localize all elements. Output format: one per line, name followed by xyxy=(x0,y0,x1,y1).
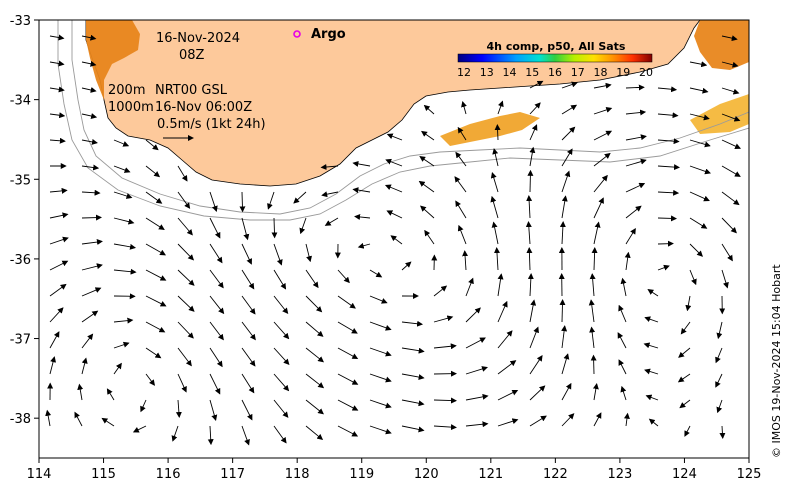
x-tick-label: 116 xyxy=(156,467,181,482)
y-tick-label: -38 xyxy=(10,412,31,427)
current-vector-arrow xyxy=(274,218,275,237)
y-tick-label: -35 xyxy=(10,173,31,188)
colorbar-title: 4h comp, p50, All Sats xyxy=(487,40,626,53)
product-time-label: 16-Nov 06:00Z xyxy=(155,100,252,115)
x-tick-label: 125 xyxy=(737,467,762,482)
x-tick-label: 119 xyxy=(349,467,374,482)
x-tick-label: 117 xyxy=(220,467,245,482)
x-tick-label: 121 xyxy=(478,467,503,482)
contour-label-1000m: 1000m xyxy=(108,100,154,115)
x-tick-label: 118 xyxy=(285,467,310,482)
y-tick-label: -34 xyxy=(10,94,31,109)
colorbar-ticks: 12 13 14 15 16 17 18 19 20 xyxy=(457,66,653,79)
colorbar-tick-label: 12 xyxy=(457,66,471,79)
colorbar-tick-label: 20 xyxy=(639,66,653,79)
x-axis: 114 115 116 117 118 119 120 121 122 123 124 125 xyxy=(27,458,762,482)
y-axis: -33 -34 -35 -36 -37 -38 xyxy=(10,14,39,427)
x-tick-label: 123 xyxy=(607,467,632,482)
product-label: NRT00 GSL xyxy=(155,83,228,98)
colorbar-tick-label: 17 xyxy=(571,66,585,79)
x-tick-label: 122 xyxy=(543,467,568,482)
colorbar-tick-label: 18 xyxy=(594,66,608,79)
hour-label: 08Z xyxy=(179,48,205,63)
contour-label-200m: 200m xyxy=(108,83,145,98)
current-vector-arrow xyxy=(530,171,531,192)
colorbar-tick-label: 13 xyxy=(480,66,494,79)
date-label: 16-Nov-2024 xyxy=(156,31,240,46)
current-vector-arrow xyxy=(242,192,243,211)
colorbar-tick-label: 15 xyxy=(525,66,539,79)
x-tick-label: 114 xyxy=(27,467,52,482)
current-vector-arrow xyxy=(82,217,101,218)
x-tick-label: 120 xyxy=(414,467,439,482)
x-tick-label: 124 xyxy=(672,467,697,482)
current-vector-arrow xyxy=(562,300,563,322)
y-tick-label: -37 xyxy=(10,333,31,348)
colorbar-tick-label: 16 xyxy=(548,66,562,79)
colorbar-tick-label: 14 xyxy=(503,66,517,79)
colorbar xyxy=(458,54,652,62)
credit-label: © IMOS 19-Nov-2024 15:04 Hobart xyxy=(770,264,783,458)
current-vector-arrow xyxy=(658,218,676,219)
argo-label: Argo xyxy=(311,27,346,42)
scale-label: 0.5m/s (1kt 24h) xyxy=(157,117,266,132)
y-tick-label: -36 xyxy=(10,253,31,268)
x-tick-label: 115 xyxy=(91,467,116,482)
y-tick-label: -33 xyxy=(10,14,31,29)
current-vector-arrow xyxy=(593,356,594,374)
colorbar-tick-label: 19 xyxy=(616,66,630,79)
